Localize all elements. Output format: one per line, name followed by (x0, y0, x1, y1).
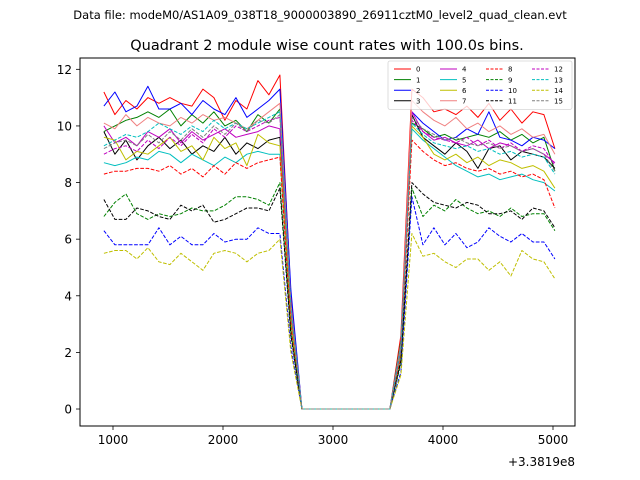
y-tick-label: 6 (64, 233, 72, 247)
legend-label-12: 12 (554, 66, 563, 74)
legend-label-4: 4 (462, 66, 467, 74)
x-axis-offset-label: +3.3819e8 (508, 455, 575, 469)
y-tick-label: 0 (64, 403, 72, 417)
legend-label-2: 2 (416, 87, 420, 95)
legend-label-14: 14 (554, 87, 563, 95)
legend-box (387, 60, 573, 110)
series-line-15 (103, 114, 556, 410)
y-tick-label: 10 (57, 119, 72, 133)
legend-label-11: 11 (508, 98, 517, 106)
axes-frame (79, 57, 576, 427)
y-tick-label: 8 (64, 176, 72, 190)
x-tick-label: 1000 (98, 433, 129, 447)
chart-title: Quadrant 2 module wise count rates with … (130, 38, 524, 54)
y-tick-label: 2 (64, 346, 72, 360)
legend-label-1: 1 (416, 76, 420, 84)
legend-label-9: 9 (508, 76, 512, 84)
legend-label-5: 5 (462, 76, 466, 84)
figure-suptitle: Data file: modeM0/AS1A09_038T18_90000038… (73, 8, 567, 22)
x-tick-label: 5000 (538, 433, 569, 447)
legend-label-3: 3 (416, 98, 420, 106)
legend-label-13: 13 (554, 76, 563, 84)
x-tick-label: 4000 (428, 433, 459, 447)
series-line-8 (103, 139, 556, 410)
legend-label-7: 7 (462, 98, 466, 106)
y-tick-label: 4 (64, 289, 72, 303)
legend-label-15: 15 (554, 98, 563, 106)
x-axis: 1000 2000 3000 4000 5000 (98, 426, 569, 447)
plot-series-group (103, 74, 556, 410)
y-axis: 0 2 4 6 8 10 12 (57, 63, 80, 417)
legend-label-0: 0 (416, 66, 420, 74)
x-tick-label: 2000 (208, 433, 239, 447)
legend-label-10: 10 (508, 87, 517, 95)
legend-label-6: 6 (462, 87, 467, 95)
y-tick-label: 12 (57, 63, 72, 77)
legend-label-8: 8 (508, 66, 512, 74)
x-tick-label: 3000 (318, 433, 349, 447)
